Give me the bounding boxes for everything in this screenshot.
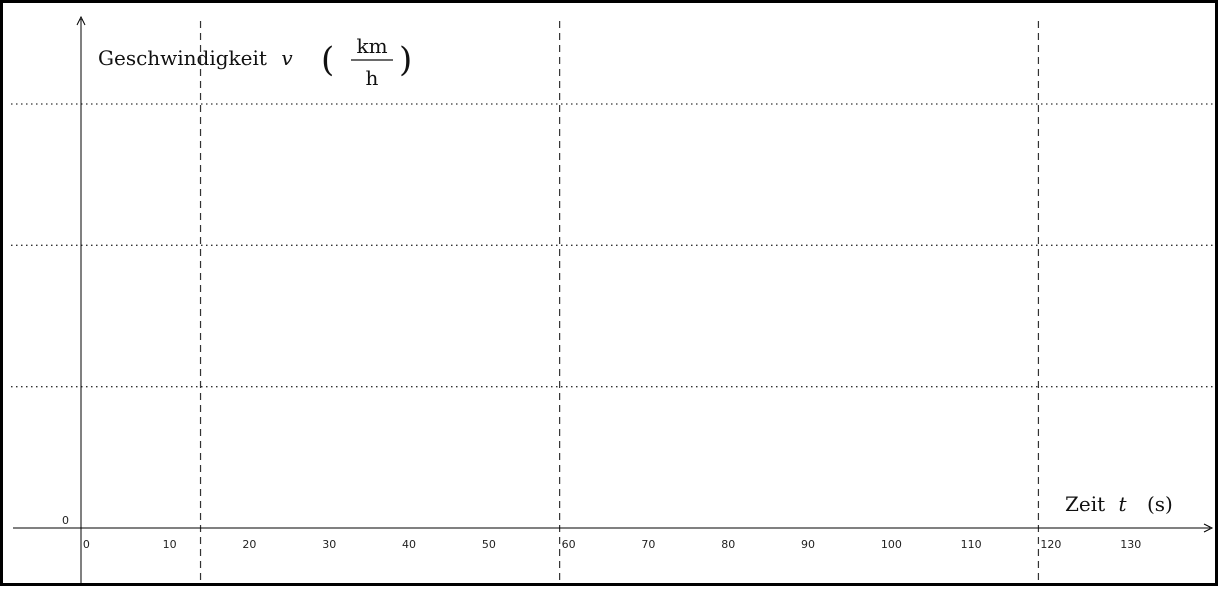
y-axis-arrow-icon xyxy=(76,15,86,26)
y-label-variable: v xyxy=(281,46,293,70)
x-tick-label: 70 xyxy=(641,538,655,551)
x-tick-label: 110 xyxy=(961,538,982,551)
svg-text:Zeit t (s): Zeit t (s) xyxy=(1065,492,1173,516)
x-tick-label: 0 xyxy=(83,538,90,551)
velocity-time-chart: 0 10 20 30 40 50 60 70 80 90 100 110 120 130 0 Geschw… xyxy=(11,15,1214,583)
vertical-dashed-guides xyxy=(199,21,1040,583)
x-tick-label: 120 xyxy=(1040,538,1061,551)
svg-text:Geschwindigkeit v: Geschwindigkeit v xyxy=(98,46,293,70)
x-tick-label: 100 xyxy=(881,538,902,551)
x-tick-label: 30 xyxy=(322,538,336,551)
y-label-close-paren: ) xyxy=(399,40,412,80)
x-tick-label: 80 xyxy=(721,538,735,551)
x-tick-label: 60 xyxy=(562,538,576,551)
x-tick-labels: 0 10 20 30 40 50 60 70 80 90 100 110 120 130 xyxy=(83,538,1141,551)
x-tick-label: 10 xyxy=(163,538,177,551)
x-label-unit: (s) xyxy=(1147,492,1173,516)
x-tick-label: 90 xyxy=(801,538,815,551)
x-label-text: Zeit xyxy=(1065,492,1105,516)
x-tick-label: 50 xyxy=(482,538,496,551)
horizontal-dotted-guides xyxy=(11,103,1213,388)
x-axis-label: Zeit t (s) xyxy=(1065,492,1173,516)
y-axis-label: Geschwindigkeit v ( km h ) xyxy=(98,34,412,90)
x-tick-label: 130 xyxy=(1120,538,1141,551)
x-label-variable: t xyxy=(1119,492,1128,516)
y-label-unit-denominator: h xyxy=(366,66,379,90)
x-tick-label: 20 xyxy=(242,538,256,551)
x-axis-arrow-icon xyxy=(1203,523,1214,533)
origin-label: 0 xyxy=(62,514,69,527)
x-tick-label: 40 xyxy=(402,538,416,551)
y-label-unit-numerator: km xyxy=(356,34,387,58)
y-label-open-paren: ( xyxy=(321,40,334,80)
y-label-text: Geschwindigkeit xyxy=(98,46,267,70)
